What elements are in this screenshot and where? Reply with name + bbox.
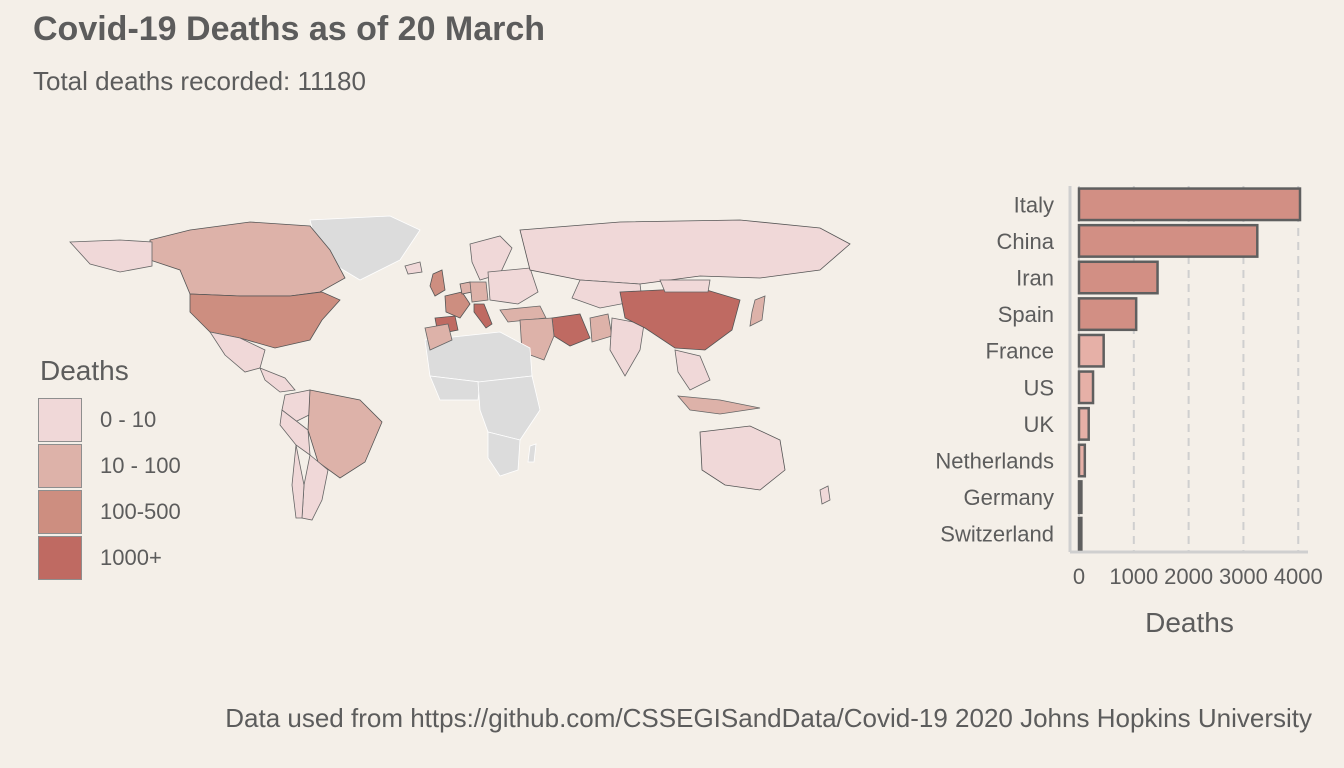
- x-tick-label: 1000: [1109, 564, 1158, 589]
- map-region-russia: [519, 219, 851, 285]
- y-tick-label: China: [997, 229, 1055, 254]
- world-map: [69, 215, 851, 521]
- map-region-iceland: [404, 261, 423, 275]
- chart-title: Covid-19 Deaths as of 20 March: [33, 10, 546, 48]
- legend-swatch: [38, 490, 82, 534]
- map-region-easteurope: [487, 267, 539, 305]
- legend-item: 10 - 100: [38, 443, 238, 489]
- map-region-mongolia: [659, 279, 711, 293]
- bar: [1077, 480, 1083, 515]
- y-tick-label: US: [1023, 375, 1054, 400]
- map-region-seasia: [674, 349, 711, 391]
- legend-label: 1000+: [100, 545, 162, 570]
- legend-item: 1000+: [38, 535, 238, 581]
- legend: Deaths 0 - 10 10 - 100 100-500 1000+: [38, 355, 238, 595]
- bar: [1077, 443, 1087, 478]
- map-region-india: [609, 317, 645, 377]
- map-region-colombia: [281, 389, 316, 423]
- map-region-centralam: [259, 367, 296, 393]
- map-region-indonesia: [677, 395, 761, 415]
- map-region-morocco: [424, 323, 453, 351]
- x-tick-label: 0: [1073, 564, 1085, 589]
- map-region-centralafrica: [477, 375, 541, 441]
- y-tick-label: Iran: [1016, 266, 1054, 291]
- bar: [1077, 297, 1138, 332]
- map-region-italy: [473, 303, 493, 329]
- caption: Data used from https://github.com/CSSEGI…: [225, 703, 1312, 733]
- y-tick-label: Switzerland: [940, 522, 1054, 547]
- bar-chart: Italy China Iran Spain France US UK Netherlands…: [935, 186, 1323, 638]
- bar: [1077, 406, 1090, 441]
- x-axis-title: Deaths: [1145, 607, 1234, 638]
- bar: [1077, 187, 1302, 222]
- legend-swatch: [38, 444, 82, 488]
- legend-swatch: [38, 536, 82, 580]
- map-region-iran: [551, 313, 591, 347]
- y-tick-label: Germany: [964, 485, 1054, 510]
- map-region-madagascar: [527, 443, 537, 463]
- x-tick-label: 3000: [1219, 564, 1268, 589]
- bar: [1077, 223, 1259, 258]
- y-tick-label: Spain: [998, 302, 1054, 327]
- map-region-us: [189, 291, 341, 349]
- map-region-southafrica: [487, 431, 521, 477]
- bar: [1077, 516, 1083, 551]
- map-region-canada: [149, 221, 346, 297]
- bar: [1077, 260, 1159, 295]
- bar: [1077, 370, 1095, 405]
- y-tick-label: Italy: [1014, 192, 1054, 217]
- map-region-chile: [291, 444, 305, 519]
- legend-label: 0 - 10: [100, 407, 157, 432]
- y-tick-label: France: [986, 339, 1054, 364]
- legend-label: 100-500: [100, 499, 181, 524]
- map-region-germany: [469, 281, 489, 303]
- map-region-uk: [429, 269, 446, 297]
- legend-swatch: [38, 398, 82, 442]
- x-tick-label: 2000: [1164, 564, 1213, 589]
- legend-item: 0 - 10: [38, 397, 238, 443]
- map-region-china: [619, 287, 741, 351]
- map-region-nz: [819, 485, 831, 505]
- map-region-peru: [279, 409, 311, 456]
- map-region-westafrica: [429, 375, 481, 401]
- legend-title: Deaths: [40, 355, 129, 386]
- legend-item: 100-500: [38, 489, 238, 535]
- y-tick-label: UK: [1023, 412, 1054, 437]
- legend-label: 10 - 100: [100, 453, 181, 478]
- y-tick-label: Netherlands: [935, 449, 1054, 474]
- map-region-france: [444, 291, 471, 319]
- map-region-alaska: [69, 239, 153, 273]
- chart-subtitle: Total deaths recorded: 11180: [33, 66, 366, 96]
- bar: [1077, 333, 1105, 368]
- x-tick-label: 4000: [1274, 564, 1323, 589]
- map-region-japan: [749, 295, 766, 327]
- map-region-australia: [699, 425, 786, 491]
- map-region-pakistan: [589, 313, 613, 343]
- map-region-brazil: [307, 389, 383, 479]
